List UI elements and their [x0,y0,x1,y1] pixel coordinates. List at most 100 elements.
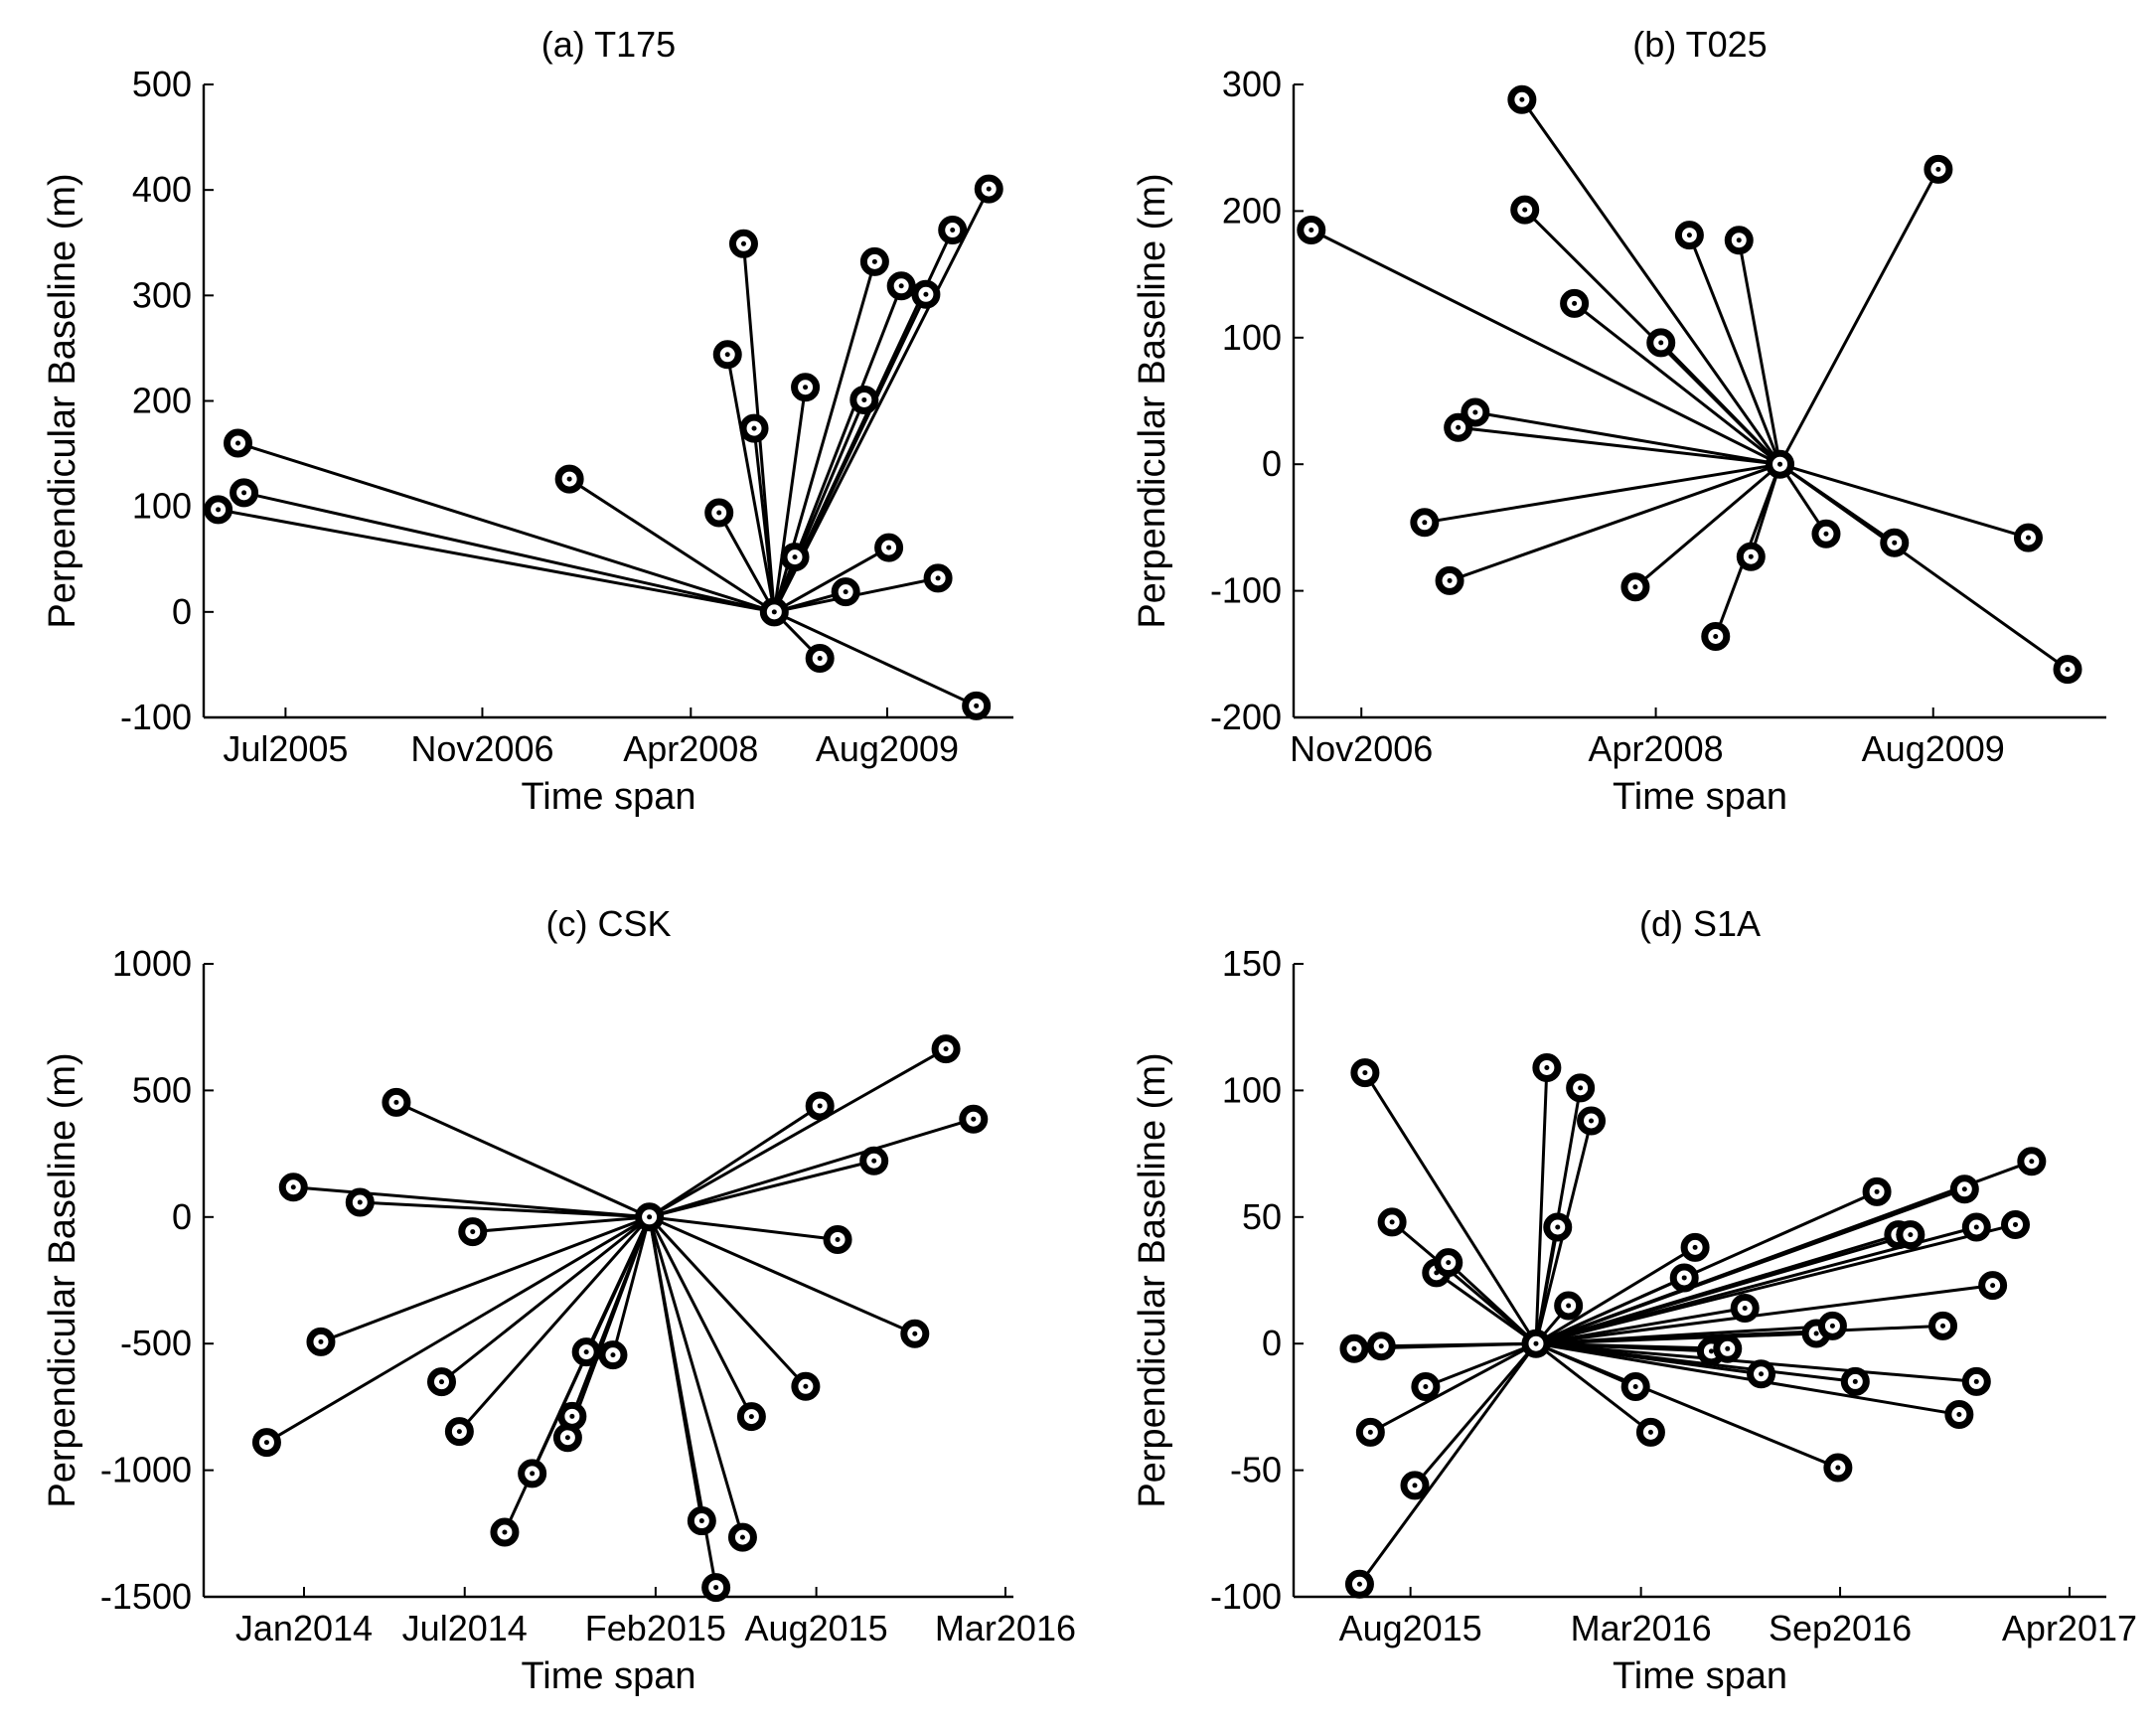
marker-center [923,291,929,297]
x-tick-label-a: Aug2009 [816,728,959,769]
y-tick-label-d: 150 [1222,943,1282,984]
acquisition-point-a [712,340,742,370]
marker-center [1456,424,1462,430]
acquisition-point-c [278,1173,308,1202]
marker-center [1686,233,1692,238]
marker-center [318,1338,324,1344]
y-tick-label-b: 200 [1222,190,1282,231]
acquisition-point-c [345,1187,375,1217]
acquisition-point-c [306,1327,336,1356]
acquisition-point-a [805,644,835,674]
marker-center [1519,96,1525,102]
acquisition-point-b [1736,542,1766,571]
acquisition-point-c [931,1034,961,1064]
acquisition-point-d [1532,1052,1562,1082]
marker-center [1446,1260,1452,1266]
marker-center [1748,553,1754,559]
baseline-edge-c [648,1216,744,1538]
acquisition-point-b [2013,523,2043,552]
baseline-edge-b [1310,229,1781,466]
baseline-edge-b [1688,235,1781,465]
marker-center [1572,300,1578,306]
baseline-edge-b [1633,463,1781,588]
acquisition-point-d [1747,1359,1776,1389]
marker-center [1874,1188,1880,1194]
baseline-edge-c [649,1215,839,1241]
y-tick-label-a: -100 [120,697,192,737]
acquisition-point-c [805,1091,835,1121]
master-point-d [1521,1329,1551,1358]
marker-center [1351,1345,1357,1351]
marker-center [817,1103,823,1109]
acquisition-point-d [1635,1417,1665,1447]
acquisition-point-d [1366,1331,1396,1361]
marker-center [950,228,956,234]
marker-center [1589,1118,1595,1124]
acquisition-point-b [1880,528,1910,557]
baseline-edge-c [648,1216,753,1418]
acquisition-point-c [458,1217,488,1247]
acquisition-point-d [1377,1207,1407,1237]
y-axis-label-c: Perpendicular Baseline (m) [42,1052,83,1507]
x-tick-label-b: Nov2006 [1290,728,1433,769]
marker-center [771,609,777,615]
marker-center [569,1413,575,1419]
marker-center [1742,1306,1748,1312]
acquisition-point-d [1554,1291,1584,1321]
baseline-edge-a [773,546,890,614]
x-tick-label-d: Sep2016 [1769,1608,1912,1648]
baseline-edge-a [773,610,978,707]
marker-center [1708,1348,1714,1354]
baseline-edge-d [1369,1341,1537,1434]
baseline-edge-a [717,512,776,613]
acquisition-point-b [1646,328,1676,358]
marker-center [886,545,892,550]
marker-center [971,1116,977,1122]
acquisition-point-c [701,1573,731,1603]
marker-center [2025,535,2031,541]
acquisition-point-d [1896,1220,1925,1250]
marker-center [1736,237,1742,243]
acquisition-point-b [1674,221,1704,250]
panel-a: -100 0 100 200 300 400 500 Jul2005 Nov2006 Apr200… [42,24,1013,818]
baseline-edge-c [584,1216,651,1353]
baseline-edge-d [1381,1341,1537,1348]
marker-center [803,1383,809,1389]
marker-center [716,510,722,516]
marker-center [698,1518,704,1524]
y-tick-label-a: 0 [172,591,192,632]
baseline-edge-a [725,354,776,613]
marker-center [1940,1323,1946,1329]
acquisition-point-d [1339,1333,1369,1363]
acquisition-point-a [962,691,992,720]
acquisition-point-d [1344,1569,1374,1599]
baseline-edge-d [1413,1342,1538,1487]
acquisition-point-c [959,1104,989,1134]
acquisition-point-b [1924,154,1953,184]
acquisition-point-b [1701,621,1731,651]
marker-center [610,1352,616,1358]
marker-center [1713,633,1719,639]
marker-center [1935,166,1941,172]
acquisition-point-d [1928,1311,1958,1340]
marker-center [263,1440,269,1446]
marker-center [1412,1483,1418,1488]
baseline-edge-b [1737,239,1782,465]
acquisition-point-b [1560,288,1590,318]
marker-center [216,507,222,513]
baseline-edge-c [649,1159,875,1219]
marker-center [647,1214,653,1220]
y-tick-label-c: 1000 [112,943,192,984]
acquisition-point-c [557,1401,587,1431]
marker-center [470,1229,476,1235]
marker-center [1555,1224,1561,1230]
marker-center [724,352,730,358]
master-point-a [759,597,789,627]
baseline-edge-a [218,508,775,614]
master-point-c [635,1202,665,1232]
y-axis-label-d: Perpendicular Baseline (m) [1132,1052,1173,1507]
y-tick-label-d: -100 [1210,1576,1282,1617]
baseline-edge-b [1520,98,1781,466]
x-tick-label-d: Mar2016 [1571,1608,1712,1648]
marker-center [843,589,848,595]
